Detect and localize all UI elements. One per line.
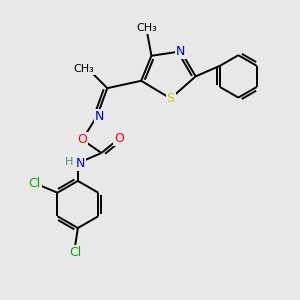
Text: N: N	[76, 157, 86, 170]
Text: O: O	[114, 132, 124, 145]
Text: Cl: Cl	[69, 246, 81, 259]
Text: H: H	[65, 157, 73, 167]
Text: O: O	[77, 133, 87, 146]
Text: Cl: Cl	[28, 177, 40, 190]
Text: N: N	[95, 110, 104, 123]
Text: CH₃: CH₃	[137, 23, 158, 33]
Text: N: N	[176, 45, 186, 58]
Text: S: S	[167, 92, 175, 105]
Text: CH₃: CH₃	[74, 64, 94, 74]
